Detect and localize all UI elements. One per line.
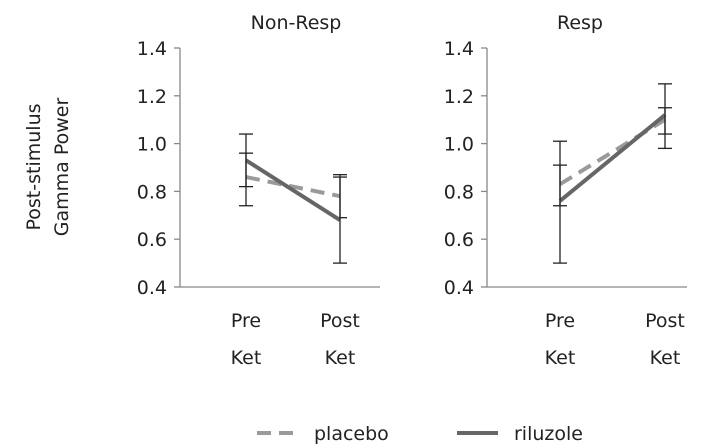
y-tick-label: 1.4 <box>137 38 167 60</box>
panel-title: Non-Resp <box>251 12 342 34</box>
y-axis-title-line2: Gamma Power <box>51 98 73 237</box>
series-line-riluzole <box>558 113 667 203</box>
series-riluzole <box>553 83 672 264</box>
y-tick-label: 1.2 <box>137 86 167 108</box>
y-tick-label: 1.0 <box>137 134 167 156</box>
x-tick-label: Ket <box>231 347 262 369</box>
panel-title: Resp <box>557 12 603 34</box>
y-tick-label: 0.6 <box>137 229 167 251</box>
series-line-placebo <box>245 175 341 199</box>
chart-legend: placebo riluzole <box>257 423 583 445</box>
x-tick-label: Pre <box>545 310 575 332</box>
y-tick-label: 0.4 <box>137 277 167 299</box>
y-axis-title: Post-stimulus Gamma Power <box>23 98 73 237</box>
series-placebo <box>239 152 347 219</box>
x-tick-label: Ket <box>650 347 681 369</box>
y-tick-label: 0.4 <box>444 277 474 299</box>
y-axis-title-line1: Post-stimulus <box>23 103 45 230</box>
legend-label: riluzole <box>514 423 583 445</box>
y-tick-label: 0.8 <box>137 181 167 203</box>
y-tick-label: 1.2 <box>444 86 474 108</box>
y-tick-label: 1.0 <box>444 134 474 156</box>
panel-2: Resp 1.4 1.2 1.0 0.8 0.6 0.4 Pre Ket Post Ket <box>444 12 687 369</box>
series-riluzole <box>239 133 347 264</box>
legend-item-placebo: placebo <box>257 423 389 445</box>
y-tick-label: 0.6 <box>444 229 474 251</box>
legend-item-riluzole: riluzole <box>457 423 583 445</box>
x-tick-label: Pre <box>231 310 261 332</box>
y-tick-label: 0.8 <box>444 181 474 203</box>
x-tick-label: Ket <box>325 347 356 369</box>
chart-panels: Non-Resp1.41.21.00.80.60.4PreKetPostKetR… <box>137 12 687 369</box>
panel-1: Non-Resp 1.4 1.2 1.0 0.8 0.6 0.4 Pre Ket Post Ket <box>137 12 380 369</box>
y-tick-label: 1.4 <box>444 38 474 60</box>
x-tick-label: Post <box>645 310 685 332</box>
legend-label: placebo <box>314 423 389 445</box>
x-tick-label: Ket <box>545 347 576 369</box>
x-tick-label: Post <box>320 310 360 332</box>
series-line-riluzole <box>244 158 342 222</box>
